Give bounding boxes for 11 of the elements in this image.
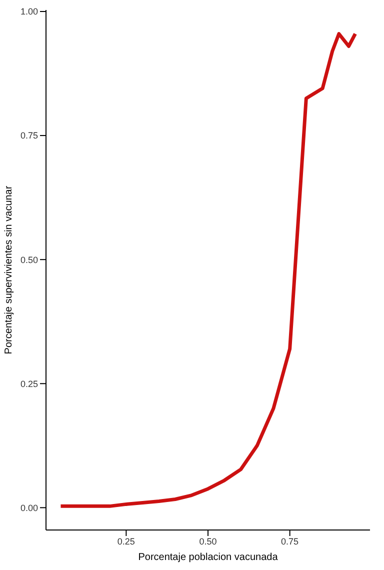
x-axis-title: Porcentaje poblacion vacunada	[138, 552, 278, 563]
y-tick-label: 0.75	[20, 130, 38, 141]
x-tick-label: 0.50	[199, 536, 217, 546]
y-tick-label: 0.00	[20, 502, 38, 513]
y-axis-title: Porcentaje supervivientes sin vacunar	[4, 185, 15, 354]
x-tick-label: 0.25	[117, 536, 135, 546]
y-tick-label: 0.50	[20, 254, 38, 265]
y-tick-label: 1.00	[20, 6, 38, 17]
x-tick-label: 0.75	[281, 536, 299, 546]
y-tick-label: 0.25	[20, 378, 38, 389]
line-series	[58, 32, 358, 508]
